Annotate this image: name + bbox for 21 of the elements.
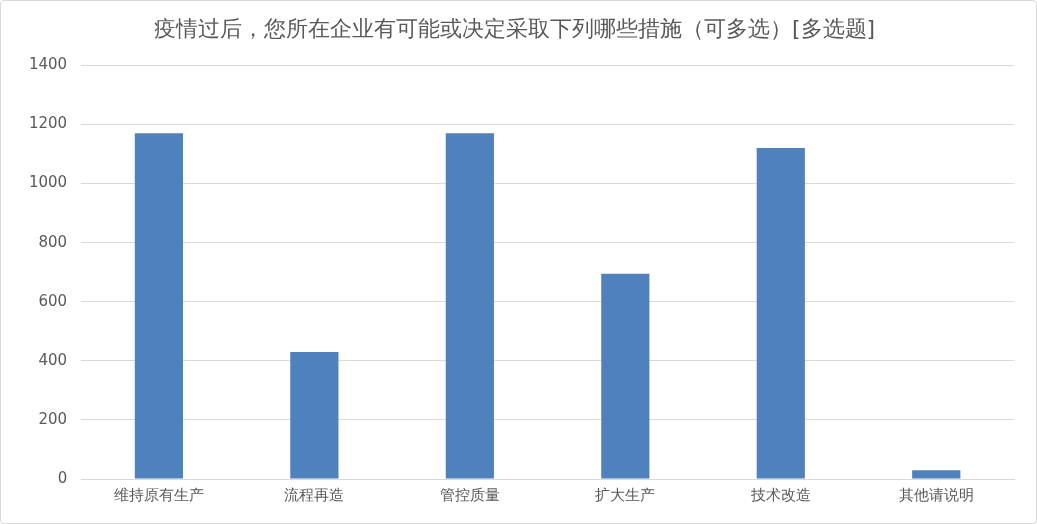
y-tick-label: 0 <box>57 468 68 487</box>
bar <box>601 273 650 479</box>
y-tick-label: 800 <box>38 232 68 251</box>
x-tick-label: 流程再造 <box>284 485 345 504</box>
x-tick-label: 维持原有生产 <box>113 485 204 504</box>
x-tick-label: 管控质量 <box>439 485 500 504</box>
y-tick-label: 200 <box>38 409 68 428</box>
y-tick-label: 400 <box>38 350 68 369</box>
y-tick-label: 1000 <box>28 173 68 192</box>
bar <box>445 133 494 479</box>
x-tick-label: 技术改造 <box>749 485 811 504</box>
bar <box>912 470 961 479</box>
y-tick-label: 1200 <box>28 114 68 133</box>
bar <box>134 133 184 479</box>
x-tick-label: 扩大生产 <box>595 485 656 504</box>
bar <box>290 351 339 479</box>
y-tick-label: 600 <box>38 291 68 310</box>
chart-title: 疫情过后，您所在企业有可能或决定采取下列哪些措施（可多选）[多选题] <box>153 15 876 41</box>
x-tick-label: 其他请说明 <box>898 485 974 504</box>
y-tick-label: 1400 <box>28 55 68 74</box>
bar <box>756 148 805 479</box>
